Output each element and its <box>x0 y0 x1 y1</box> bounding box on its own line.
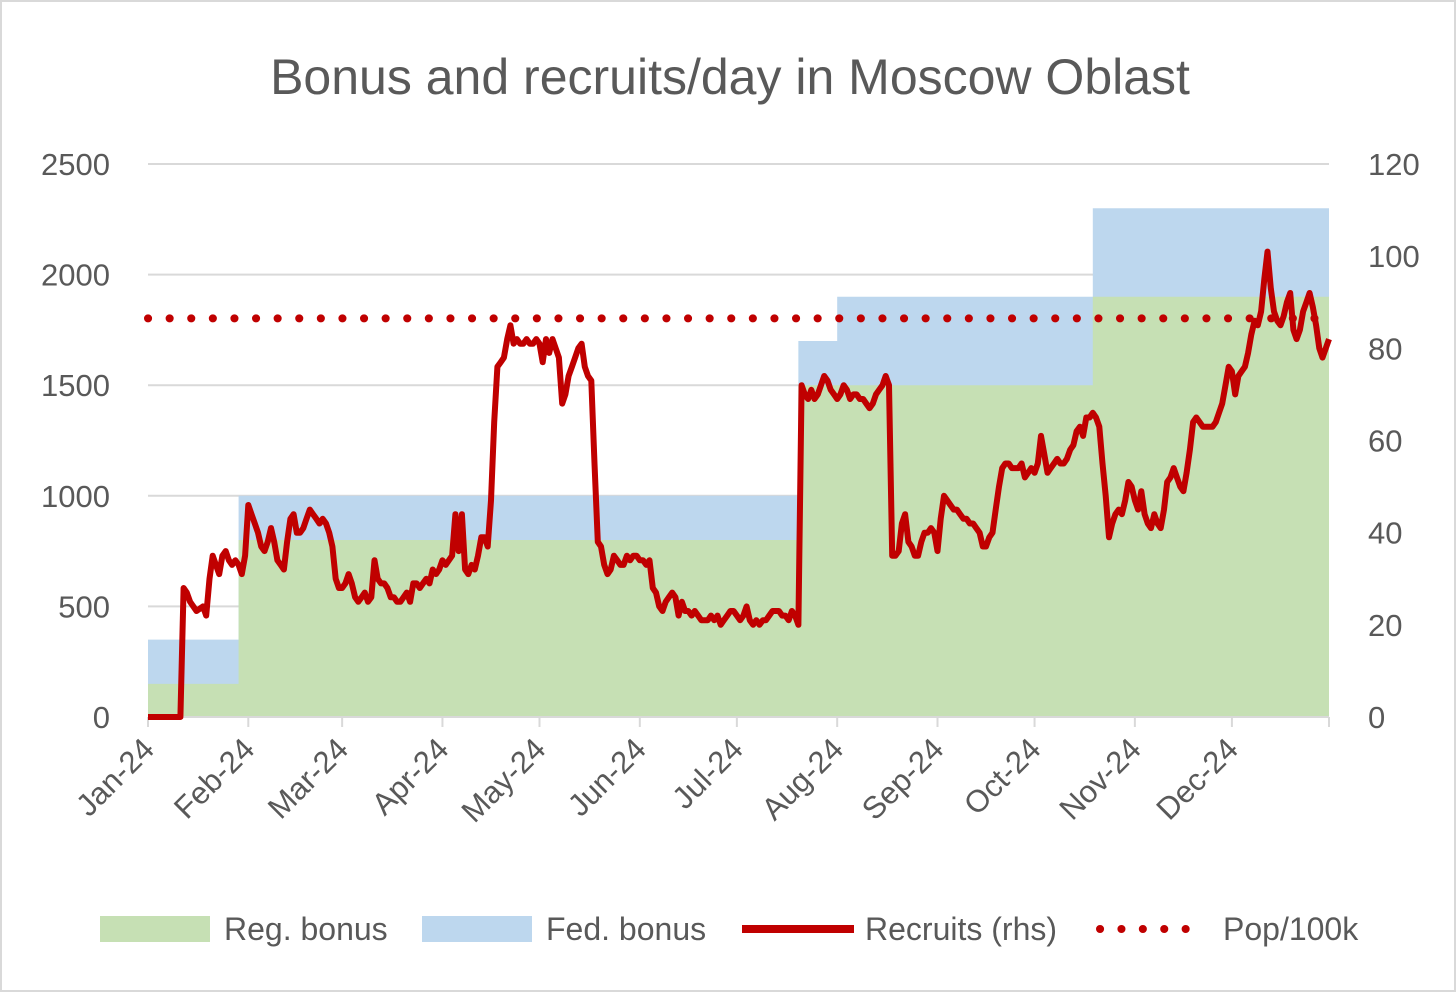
legend: Reg. bonus Fed. bonus Recruits (rhs) Pop… <box>100 911 1359 947</box>
x-axis-labels: Jan-24 Feb-24 Mar-24 Apr-24 May-24 Jun-24 Jul-… <box>69 731 1245 829</box>
x-tick-label-10: Nov-24 <box>1052 731 1147 826</box>
x-tick-label-1: Feb-24 <box>167 731 261 825</box>
y-left-tick-label-3: 1500 <box>41 368 110 403</box>
x-tick-label-7: Aug-24 <box>755 731 850 826</box>
x-tick-label-2: Mar-24 <box>261 731 355 825</box>
legend-label-fed-bonus: Fed. bonus <box>546 911 706 947</box>
y-left-tick-label-5: 2500 <box>41 147 110 182</box>
x-tick-label-3: Apr-24 <box>365 731 456 822</box>
y-right-tick-label-5: 100 <box>1368 239 1420 274</box>
x-tick-label-6: Jul-24 <box>665 731 749 815</box>
chart-title: Bonus and recruits/day in Moscow Oblast <box>270 49 1190 105</box>
x-tick-label-8: Sep-24 <box>855 731 950 826</box>
legend-item-reg-bonus: Reg. bonus <box>100 911 388 947</box>
legend-swatch-reg-bonus <box>100 916 210 942</box>
legend-item-recruits: Recruits (rhs) <box>742 911 1057 947</box>
y-right-tick-label-2: 40 <box>1368 516 1402 551</box>
legend-label-reg-bonus: Reg. bonus <box>224 911 388 947</box>
y-right-tick-label-4: 80 <box>1368 331 1402 366</box>
y-right-tick-label-1: 20 <box>1368 608 1402 643</box>
left-axis-labels: 0 500 1000 1500 2000 2500 <box>41 147 110 735</box>
legend-swatch-fed-bonus <box>422 916 532 942</box>
recruits-line-layer <box>148 248 1332 720</box>
x-tick-label-9: Oct-24 <box>957 731 1048 822</box>
right-axis-labels: 0 20 40 60 80 100 120 <box>1368 147 1420 735</box>
x-tick-label-11: Dec-24 <box>1149 731 1244 826</box>
y-right-tick-label-3: 60 <box>1368 424 1402 459</box>
y-right-tick-label-0: 0 <box>1368 700 1385 735</box>
x-tick-label-0: Jan-24 <box>69 731 161 823</box>
y-left-tick-label-0: 0 <box>93 700 110 735</box>
x-axis-line <box>147 716 1330 727</box>
x-tick-label-4: May-24 <box>455 731 553 829</box>
y-left-tick-label-4: 2000 <box>41 258 110 293</box>
legend-label-recruits: Recruits (rhs) <box>865 911 1057 947</box>
x-tick-label-5: Jun-24 <box>561 731 653 823</box>
recruits-line <box>148 248 1332 720</box>
legend-label-pop-100k: Pop/100k <box>1223 911 1359 947</box>
legend-item-fed-bonus: Fed. bonus <box>422 911 706 947</box>
bonus-areas <box>148 208 1329 718</box>
y-left-tick-label-1: 500 <box>58 589 110 624</box>
y-right-tick-label-6: 120 <box>1368 147 1420 182</box>
legend-item-pop-100k: Pop/100k <box>1096 911 1359 947</box>
y-left-tick-label-2: 1000 <box>41 479 110 514</box>
reg-bonus-area <box>148 296 1329 717</box>
